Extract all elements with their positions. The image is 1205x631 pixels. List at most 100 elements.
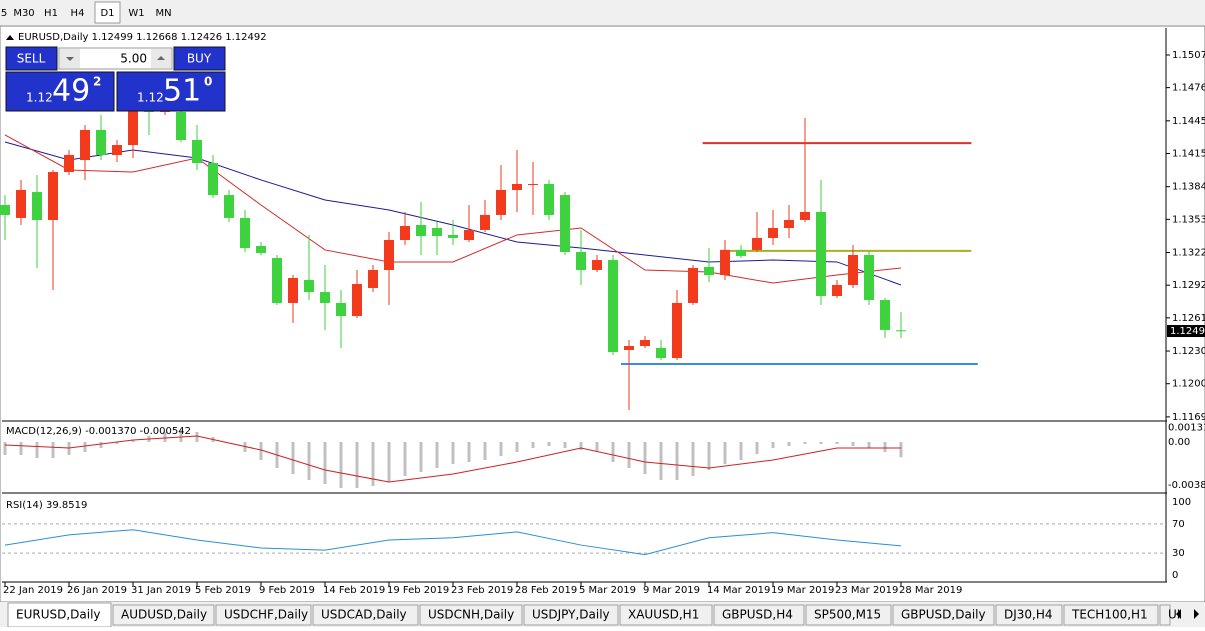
timeframe-button[interactable] <box>123 2 150 23</box>
y-tick-label: 1.13535 <box>1172 214 1205 225</box>
ask-box[interactable] <box>116 71 226 112</box>
tab-label[interactable]: USDJPY,Daily <box>532 608 610 622</box>
tab[interactable] <box>805 604 892 626</box>
candle-body <box>256 246 266 253</box>
timeframe-label[interactable]: H1 <box>44 8 58 19</box>
candle-body <box>848 254 858 285</box>
sell-button[interactable] <box>5 46 58 71</box>
tab-label[interactable]: USDCNH,Daily <box>428 608 514 622</box>
macd-bar <box>51 442 55 458</box>
y-tick-label: 1.11690 <box>1172 412 1205 423</box>
tab[interactable] <box>523 604 619 626</box>
buy-label[interactable]: BUY <box>187 52 212 66</box>
y-tick-label: 100 <box>1172 497 1191 508</box>
candle-body <box>464 229 474 241</box>
macd-bar <box>467 442 471 462</box>
rsi-line <box>4 529 902 556</box>
tab-label[interactable]: DJ30,H4 <box>1004 608 1053 622</box>
tab[interactable] <box>995 604 1063 626</box>
tab-label[interactable]: XAUUSD,H1 <box>628 608 699 622</box>
timeframe-label[interactable]: M30 <box>13 8 34 19</box>
tab-label[interactable]: UI <box>1168 608 1180 622</box>
timeframe-button[interactable] <box>0 2 8 23</box>
tab[interactable] <box>619 604 713 626</box>
y-tick-label: 1.12000 <box>1172 379 1205 390</box>
bid-pips: 49 <box>52 74 90 109</box>
candle-body <box>448 234 458 238</box>
timeframe-button[interactable] <box>65 2 90 23</box>
buy-button[interactable] <box>173 46 226 71</box>
tab-label[interactable]: EURUSD,Daily <box>16 608 101 622</box>
tab-label[interactable]: USDCAD,Daily <box>321 608 407 622</box>
candle-body <box>704 266 714 276</box>
timeframe-button[interactable] <box>40 2 62 23</box>
moving-average <box>4 134 902 284</box>
down-arrow <box>66 57 74 61</box>
y-tick-label: 1.12305 <box>1172 346 1205 357</box>
x-tick-label: 14 Feb 2019 <box>323 585 385 596</box>
tab[interactable] <box>312 604 419 626</box>
ask-fraction: 0 <box>204 75 212 89</box>
tab-label[interactable]: TECH100,H1 <box>1071 608 1148 622</box>
macd-bar <box>851 442 855 446</box>
candle-body <box>288 278 298 303</box>
candle-body <box>16 190 26 218</box>
symbol: EURUSD,Daily <box>18 32 89 43</box>
sell-label[interactable]: SELL <box>17 52 46 66</box>
tab[interactable] <box>112 604 215 626</box>
macd-bar <box>259 442 263 460</box>
candle-body <box>0 204 10 215</box>
tab-label[interactable]: GBPUSD,H4 <box>722 608 793 622</box>
bid-big: 1.12 <box>26 91 53 105</box>
current-price-box <box>1167 325 1205 338</box>
candle-body <box>304 279 314 293</box>
tab[interactable] <box>1063 604 1159 626</box>
timeframe-button[interactable] <box>152 2 175 23</box>
timeframe-button[interactable] <box>94 1 121 24</box>
candle-body <box>272 257 282 303</box>
x-tick-label: 23 Feb 2019 <box>451 585 513 596</box>
tab[interactable] <box>1159 604 1171 626</box>
candle-body <box>688 267 698 303</box>
y-tick-label: 1.14150 <box>1172 148 1205 159</box>
macd-bar <box>195 432 199 442</box>
bid-box[interactable] <box>5 71 115 112</box>
timeframe-button[interactable] <box>10 2 38 23</box>
candle-body <box>416 225 426 237</box>
collapse-icon <box>6 35 14 40</box>
macd-bar <box>771 442 775 448</box>
macd-bar <box>179 430 183 442</box>
tab-label[interactable]: AUDUSD,Daily <box>121 608 207 622</box>
one-click-trading: SELL 5.00 BUY 1.12 49 2 1.12 51 0 <box>5 46 226 112</box>
tab[interactable] <box>7 602 112 628</box>
macd-bar <box>355 442 359 488</box>
candle-body <box>320 292 330 303</box>
y-tick-label: 0 <box>1172 570 1178 581</box>
candle-body <box>240 217 250 249</box>
tab[interactable] <box>419 604 523 626</box>
tab[interactable] <box>713 604 805 626</box>
tab-label[interactable]: SP500,M15 <box>814 608 881 622</box>
tab[interactable] <box>892 604 995 626</box>
signal-line <box>4 435 902 483</box>
lot-field[interactable] <box>58 47 173 70</box>
candle-body <box>400 225 410 241</box>
tab-scroll[interactable] <box>1176 609 1199 619</box>
toolbar <box>0 0 1205 25</box>
timeframe-label[interactable]: D1 <box>100 8 114 19</box>
macd-bar <box>883 442 887 452</box>
timeframe-label[interactable]: MN <box>155 8 171 19</box>
macd-bar <box>115 442 119 444</box>
tab-label[interactable]: GBPUSD,Daily <box>901 608 986 622</box>
ask-big: 1.12 <box>137 91 164 105</box>
x-tick-label: 14 Mar 2019 <box>707 585 770 596</box>
macd-bar <box>627 442 631 468</box>
tab[interactable] <box>215 604 312 626</box>
tab-label[interactable]: USDCHF,Daily <box>224 608 308 622</box>
lot-value[interactable]: 5.00 <box>120 52 147 66</box>
timeframe-label[interactable]: 5 <box>1 8 7 19</box>
candle-body <box>864 254 874 300</box>
timeframe-label[interactable]: H4 <box>71 8 85 19</box>
timeframe-label[interactable]: W1 <box>128 8 144 19</box>
macd-bar <box>563 442 567 448</box>
